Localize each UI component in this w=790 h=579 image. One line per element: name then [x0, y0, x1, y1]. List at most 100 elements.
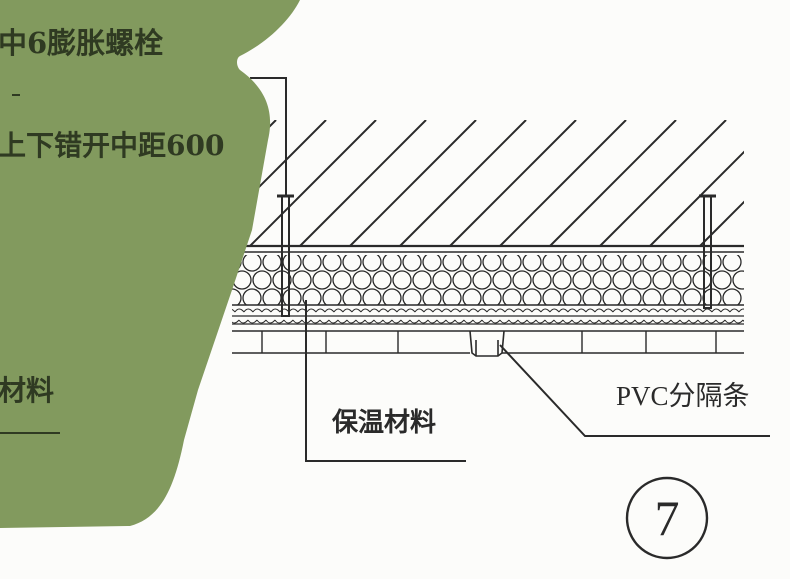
insulation-cell — [662, 288, 682, 305]
mesh-mark — [232, 319, 240, 324]
mesh-mark — [630, 308, 641, 313]
insulation-cell — [342, 288, 362, 305]
insulation-cell — [432, 270, 452, 290]
mesh-mark — [333, 308, 344, 313]
mesh-mark — [639, 308, 650, 313]
side-panel-spacing-text: 上下错开中距600 — [0, 129, 224, 162]
mesh-mark — [594, 308, 605, 313]
mesh-mark — [625, 319, 636, 324]
mesh-mark — [589, 319, 600, 324]
insulation-cell — [242, 255, 262, 272]
mesh-mark — [306, 308, 317, 313]
insulation-cell — [592, 270, 612, 290]
insulation-cell — [622, 255, 642, 272]
insulation-cell — [522, 255, 542, 272]
mesh-mark — [499, 319, 510, 324]
mesh-mark — [436, 319, 447, 324]
mesh-mark — [643, 319, 654, 324]
insulation-cell — [292, 270, 312, 290]
mesh-mark — [679, 319, 690, 324]
mesh-mark — [232, 308, 236, 313]
insulation-cell — [582, 288, 602, 305]
hatch-line — [649, 150, 744, 246]
insulation-cell — [382, 255, 402, 272]
insulation-callout: 保温材料 — [331, 408, 436, 438]
detail-number: 7 — [655, 490, 680, 546]
mesh-mark — [612, 308, 623, 313]
leader-lines — [250, 77, 770, 462]
mesh-mark — [342, 308, 353, 313]
hatch-line — [599, 120, 727, 246]
mesh-mark — [423, 308, 434, 313]
insulation-cell — [452, 270, 472, 290]
mesh-mark — [382, 319, 393, 324]
mesh-mark — [261, 308, 272, 313]
hatch-line — [750, 120, 790, 246]
mesh-mark — [238, 319, 249, 324]
insulation-cell — [652, 270, 672, 290]
mesh-mark — [315, 308, 326, 313]
insulation-layer — [232, 255, 744, 305]
mesh-mark — [243, 308, 254, 313]
mesh-plaster-layer — [232, 308, 744, 325]
mesh-mark — [531, 308, 542, 313]
mesh-mark — [535, 319, 546, 324]
insulation-cell — [692, 270, 712, 290]
mesh-mark — [607, 319, 618, 324]
insulation-cell — [412, 270, 432, 290]
side-panel-material-text: 材料 — [0, 374, 54, 407]
insulation-cell — [402, 255, 422, 272]
mesh-mark — [288, 308, 299, 313]
wall-hatching — [232, 120, 790, 246]
insulation-cell — [392, 270, 412, 290]
mesh-mark — [675, 308, 686, 313]
mesh-mark — [400, 319, 411, 324]
mesh-mark — [558, 308, 569, 313]
insulation-cell — [352, 270, 372, 290]
insulation-cell — [642, 255, 662, 272]
insulation-cell — [582, 255, 602, 272]
pvc-groove — [469, 330, 505, 357]
insulation-cell — [342, 255, 362, 272]
mesh-mark — [292, 319, 303, 324]
mesh-mark — [738, 308, 744, 313]
mesh-mark — [495, 308, 506, 313]
insulation-cell — [482, 288, 502, 305]
mesh-mark — [508, 319, 519, 324]
insulation-cell — [602, 288, 622, 305]
side-panel — [0, 0, 300, 528]
detail-number-circle — [625, 476, 709, 560]
hatch-line — [499, 120, 627, 246]
insulation-cell — [562, 255, 582, 272]
mesh-mark — [445, 319, 456, 324]
insulation-cell — [482, 255, 502, 272]
insulation-cell — [422, 255, 442, 272]
mesh-mark — [324, 308, 335, 313]
insulation-cell — [492, 270, 512, 290]
leader-insulation — [305, 300, 466, 462]
mesh-mark — [724, 319, 735, 324]
insulation-cell — [672, 270, 692, 290]
insulation-cell — [442, 288, 462, 305]
insulation-cell — [722, 255, 742, 272]
insulation-cell — [252, 270, 272, 290]
pvc-strip-callout: PVC分隔条 — [616, 381, 750, 411]
mesh-mark — [733, 319, 744, 324]
mesh-mark — [378, 308, 389, 313]
insulation-cell — [442, 255, 462, 272]
mesh-mark — [585, 308, 596, 313]
mesh-mark — [517, 319, 528, 324]
mesh-mark — [265, 319, 276, 324]
mesh-mark — [693, 308, 704, 313]
mesh-mark — [522, 308, 533, 313]
mesh-mark — [504, 308, 515, 313]
mesh-mark — [576, 308, 587, 313]
mesh-mark — [472, 319, 483, 324]
mesh-mark — [387, 308, 398, 313]
mesh-mark — [616, 319, 627, 324]
side-panel-bolt-text: 中6膨胀螺栓 — [0, 26, 163, 60]
mesh-mark — [369, 308, 380, 313]
hatch-line — [299, 120, 427, 246]
mesh-mark — [346, 319, 357, 324]
